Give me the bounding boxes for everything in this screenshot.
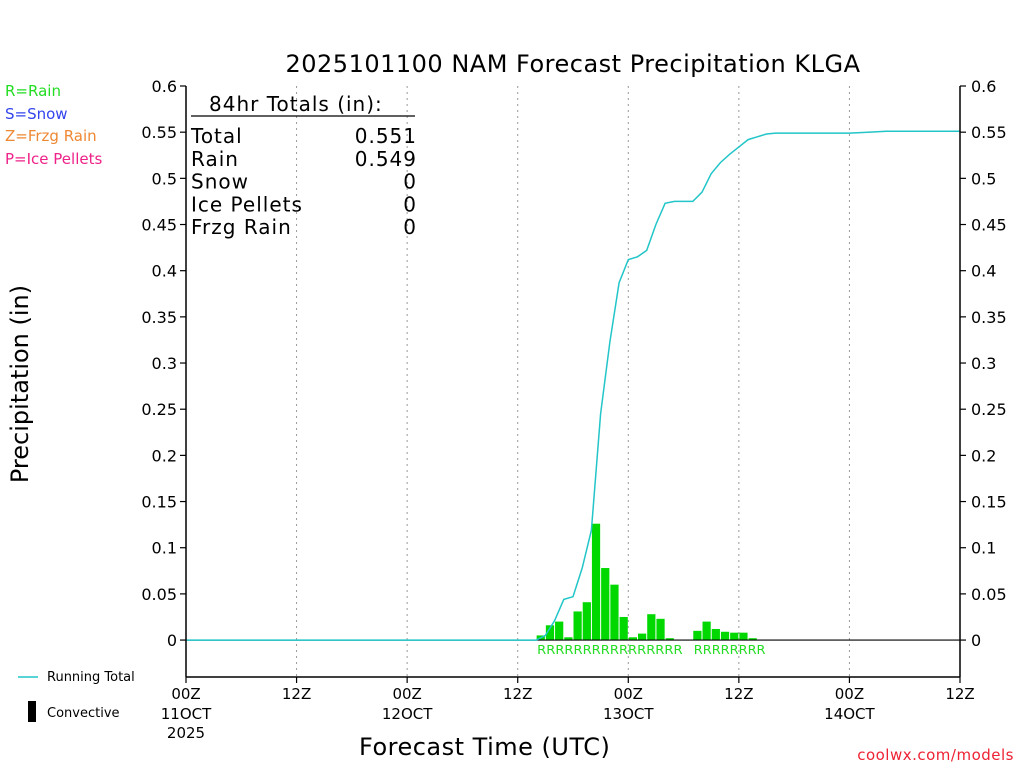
precip-bar (564, 637, 573, 641)
legend-symbols (18, 676, 38, 722)
x-tick-label: 00Z (392, 685, 421, 703)
totals-value: 0.551 (355, 124, 417, 148)
totals-label: Ice Pellets (191, 192, 303, 216)
y-tick-label-left: 0.5 (152, 169, 177, 188)
x-tick-date-label: 13OCT (603, 705, 654, 723)
legend-ice-pellets: P=Ice Pellets (5, 150, 103, 168)
x-tick-year-label: 2025 (167, 724, 205, 742)
precip-bar (730, 632, 739, 641)
legend-running-total-label: Running Total (47, 670, 135, 685)
running-total-line (186, 130, 960, 641)
x-tick-label: 12Z (945, 685, 974, 703)
y-tick-label-right: 0.5 (971, 169, 996, 188)
totals-value: 0 (403, 192, 417, 216)
y-tick-label-right: 0.4 (971, 262, 996, 281)
y-tick-label-right: 0.05 (971, 585, 1007, 604)
ptype-marker: RRRRRRRR (694, 643, 766, 657)
x-tick-label: 00Z (835, 685, 864, 703)
precip-bar (582, 602, 591, 641)
precip-bar (720, 631, 730, 641)
precip-bar (601, 568, 610, 641)
y-tick-label-right: 0.35 (971, 308, 1007, 327)
x-tick-label: 12Z (282, 685, 311, 703)
x-tick-date-label: 12OCT (382, 705, 433, 723)
running-total-layer (186, 130, 960, 641)
y-tick-label-left: 0.15 (141, 493, 177, 512)
totals-value: 0 (403, 215, 417, 239)
y-tick-label-right: 0.2 (971, 446, 996, 465)
totals-label: Rain (191, 147, 239, 171)
x-axis-label: Forecast Time (UTC) (359, 733, 611, 761)
chart-title: 2025101100 NAM Forecast Precipitation KL… (285, 50, 861, 78)
precip-bar (638, 633, 647, 641)
precip-bar (693, 630, 702, 641)
x-tick-label: 00Z (614, 685, 643, 703)
y-tick-label-right: 0.55 (971, 123, 1007, 142)
bars-layer (536, 523, 757, 641)
legend-freezing-rain: Z=Frzg Rain (5, 127, 97, 145)
y-tick-label-right: 0.6 (971, 77, 996, 96)
ptype-markers-layer: RRRRRRRRRRRRRRRR RRRRRRRR (537, 643, 765, 657)
grid-layer (296, 86, 850, 677)
ticks-layer: 0 00.05 0.050.1 0.10.15 0.150.2 0.20.25 0.250.… (141, 77, 1006, 742)
precip-bar (702, 621, 711, 641)
y-tick-label-left: 0.1 (152, 539, 177, 558)
precip-bar (628, 637, 637, 641)
site-credit: coolwx.com/models (857, 746, 1014, 764)
totals-label: Frzg Rain (191, 215, 292, 239)
precip-bar (619, 616, 628, 641)
precip-bar (610, 584, 619, 641)
x-tick-label: 12Z (724, 685, 753, 703)
y-tick-label-left: 0.45 (141, 216, 177, 235)
legend-rain: R=Rain (5, 82, 61, 100)
totals-label: Total (190, 124, 243, 148)
convective-swatch (28, 701, 36, 722)
y-tick-label-left: 0.35 (141, 308, 177, 327)
y-tick-label-left: 0 (167, 631, 177, 650)
precip-bar (739, 632, 748, 641)
x-tick-label: 00Z (171, 685, 200, 703)
precip-bar (711, 628, 720, 641)
legend-convective-label: Convective (47, 706, 120, 721)
x-tick-label: 12Z (503, 685, 532, 703)
totals-label: Snow (191, 170, 249, 194)
y-axis-label: Precipitation (in) (6, 284, 34, 484)
y-tick-label-right: 0 (971, 631, 981, 650)
precip-bar (591, 523, 601, 641)
axes-layer (185, 86, 961, 678)
x-tick-date-label: 11OCT (161, 705, 212, 723)
totals-header: 84hr Totals (in): (209, 92, 383, 116)
ptype-marker: RRRRRRRRRRRRRRRR (537, 643, 682, 657)
totals-value: 0.549 (355, 147, 417, 171)
precip-bar (665, 638, 674, 641)
y-tick-label-left: 0.6 (152, 77, 177, 96)
legend-snow: S=Snow (5, 105, 68, 123)
precip-bar (573, 611, 582, 641)
precip-bar (555, 621, 564, 641)
y-tick-label-right: 0.45 (971, 216, 1007, 235)
precip-bar (647, 614, 656, 641)
precip-bar (545, 625, 555, 641)
y-tick-label-right: 0.3 (971, 354, 996, 373)
precip-bar (748, 638, 757, 641)
y-tick-label-left: 0.4 (152, 262, 177, 281)
y-tick-label-right: 0.1 (971, 539, 996, 558)
y-tick-label-left: 0.55 (141, 123, 177, 142)
y-tick-label-right: 0.15 (971, 493, 1007, 512)
totals-value: 0 (403, 170, 417, 194)
totals-box: 84hr Totals (in): Total 0.551 Rain 0.549 Snow… (190, 92, 417, 239)
y-tick-label-right: 0.25 (971, 400, 1007, 419)
y-tick-label-left: 0.3 (152, 354, 177, 373)
y-tick-label-left: 0.25 (141, 400, 177, 419)
precip-bar (536, 635, 545, 641)
precip-bar (656, 618, 665, 641)
x-tick-date-label: 14OCT (824, 705, 875, 723)
y-tick-label-left: 0.05 (141, 585, 177, 604)
y-tick-label-left: 0.2 (152, 446, 177, 465)
